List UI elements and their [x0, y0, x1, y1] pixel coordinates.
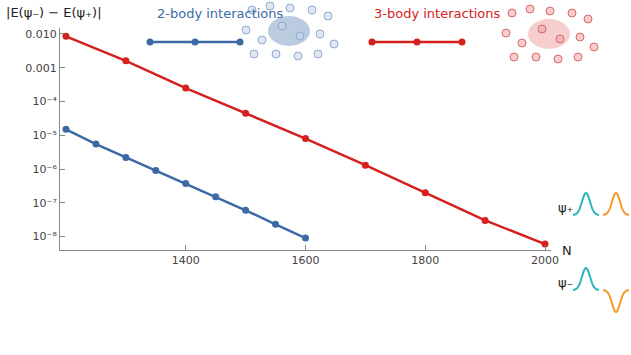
- svg-text:ψ₋: ψ₋: [558, 275, 573, 290]
- svg-text:10⁻⁶: 10⁻⁶: [33, 163, 58, 176]
- svg-text:2000: 2000: [531, 254, 559, 267]
- svg-text:10⁻⁴: 10⁻⁴: [33, 95, 58, 108]
- svg-text:|E(ψ₋) − E(ψ₊)|: |E(ψ₋) − E(ψ₊)|: [6, 5, 102, 20]
- svg-text:N: N: [562, 243, 572, 258]
- svg-text:1800: 1800: [411, 254, 439, 267]
- svg-text:10⁻⁵: 10⁻⁵: [33, 129, 57, 142]
- svg-text:ψ₊: ψ₊: [558, 200, 573, 215]
- svg-text:0.001: 0.001: [25, 62, 57, 75]
- svg-text:3-body interactions: 3-body interactions: [374, 6, 501, 21]
- svg-text:1600: 1600: [292, 254, 320, 267]
- svg-text:10⁻⁷: 10⁻⁷: [33, 197, 57, 210]
- svg-text:1400: 1400: [172, 254, 200, 267]
- svg-text:0.010: 0.010: [25, 28, 57, 41]
- svg-text:2-body interactions: 2-body interactions: [157, 6, 284, 21]
- svg-text:10⁻⁸: 10⁻⁸: [33, 230, 58, 243]
